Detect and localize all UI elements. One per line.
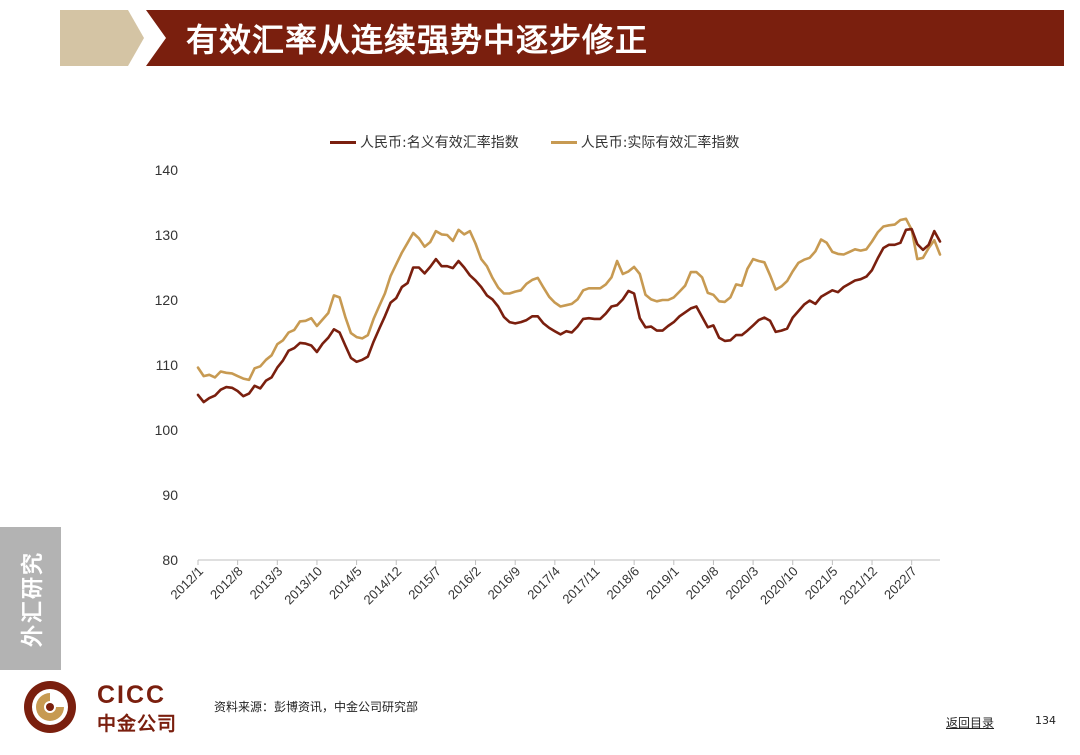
title-banner xyxy=(60,10,1064,66)
x-tick-label: 2020/3 xyxy=(722,564,761,603)
x-tick-label: 2013/3 xyxy=(247,564,286,603)
y-tick-label: 140 xyxy=(155,162,179,178)
x-tick-label: 2012/1 xyxy=(167,564,206,603)
y-tick-label: 120 xyxy=(155,292,179,308)
chart-legend: 人民币:名义有效汇率指数 人民币:实际有效汇率指数 xyxy=(330,131,771,153)
legend-item-real: 人民币:实际有效汇率指数 xyxy=(550,132,740,152)
x-tick-label: 2021/12 xyxy=(836,564,880,608)
legend-label-real: 人民币:实际有效汇率指数 xyxy=(580,135,740,151)
legend-swatch-real xyxy=(550,140,577,144)
logo-text-en: CICC xyxy=(97,681,167,709)
y-tick-label: 130 xyxy=(155,227,179,243)
y-tick-label: 80 xyxy=(162,552,178,568)
x-tick-label: 2019/1 xyxy=(643,564,682,603)
x-tick-label: 2017/11 xyxy=(559,564,602,607)
x-tick-label: 2016/9 xyxy=(485,564,524,603)
cicc-logo-icon xyxy=(24,681,76,733)
side-tab: 外汇研究 xyxy=(0,527,61,670)
legend-item-nominal: 人民币:名义有效汇率指数 xyxy=(330,132,519,152)
title-bar: 有效汇率从连续强势中逐步修正 xyxy=(0,0,1080,80)
cicc-logo: CICC 中金公司 xyxy=(18,679,218,735)
logo-text-cn: 中金公司 xyxy=(97,713,178,735)
source-note: 资料来源：彭博资讯，中金公司研究部 xyxy=(214,700,419,714)
x-tick-label: 2021/5 xyxy=(802,564,841,603)
side-tab-label: 外汇研究 xyxy=(20,550,46,647)
legend-swatch-nominal xyxy=(330,140,356,144)
page-title: 有效汇率从连续强势中逐步修正 xyxy=(186,21,649,59)
x-tick-label: 2013/10 xyxy=(281,564,325,608)
page-number: 134 xyxy=(1035,714,1056,727)
x-tick-label: 2014/12 xyxy=(361,564,405,608)
x-tick-label: 2014/5 xyxy=(326,564,365,603)
title-background xyxy=(146,10,1064,66)
x-tick-label: 2012/8 xyxy=(207,564,246,603)
x-tick-label: 2019/8 xyxy=(683,564,722,603)
legend-label-nominal: 人民币:名义有效汇率指数 xyxy=(360,135,519,151)
x-tick-label: 2018/6 xyxy=(604,564,643,603)
x-tick-label: 2017/4 xyxy=(524,564,563,603)
back-to-contents-link[interactable]: 返回目录 xyxy=(946,716,995,730)
series-line-nominal xyxy=(196,227,942,404)
title-accent-shape xyxy=(60,10,144,66)
series-line-real xyxy=(196,217,942,382)
y-tick-label: 110 xyxy=(156,357,179,373)
y-tick-label: 90 xyxy=(162,487,178,503)
x-tick-label: 2020/10 xyxy=(757,564,801,608)
x-tick-label: 2022/7 xyxy=(881,564,920,603)
x-tick-label: 2016/2 xyxy=(445,564,484,603)
y-tick-label: 100 xyxy=(155,422,179,438)
x-tick-label: 2015/7 xyxy=(405,564,444,603)
